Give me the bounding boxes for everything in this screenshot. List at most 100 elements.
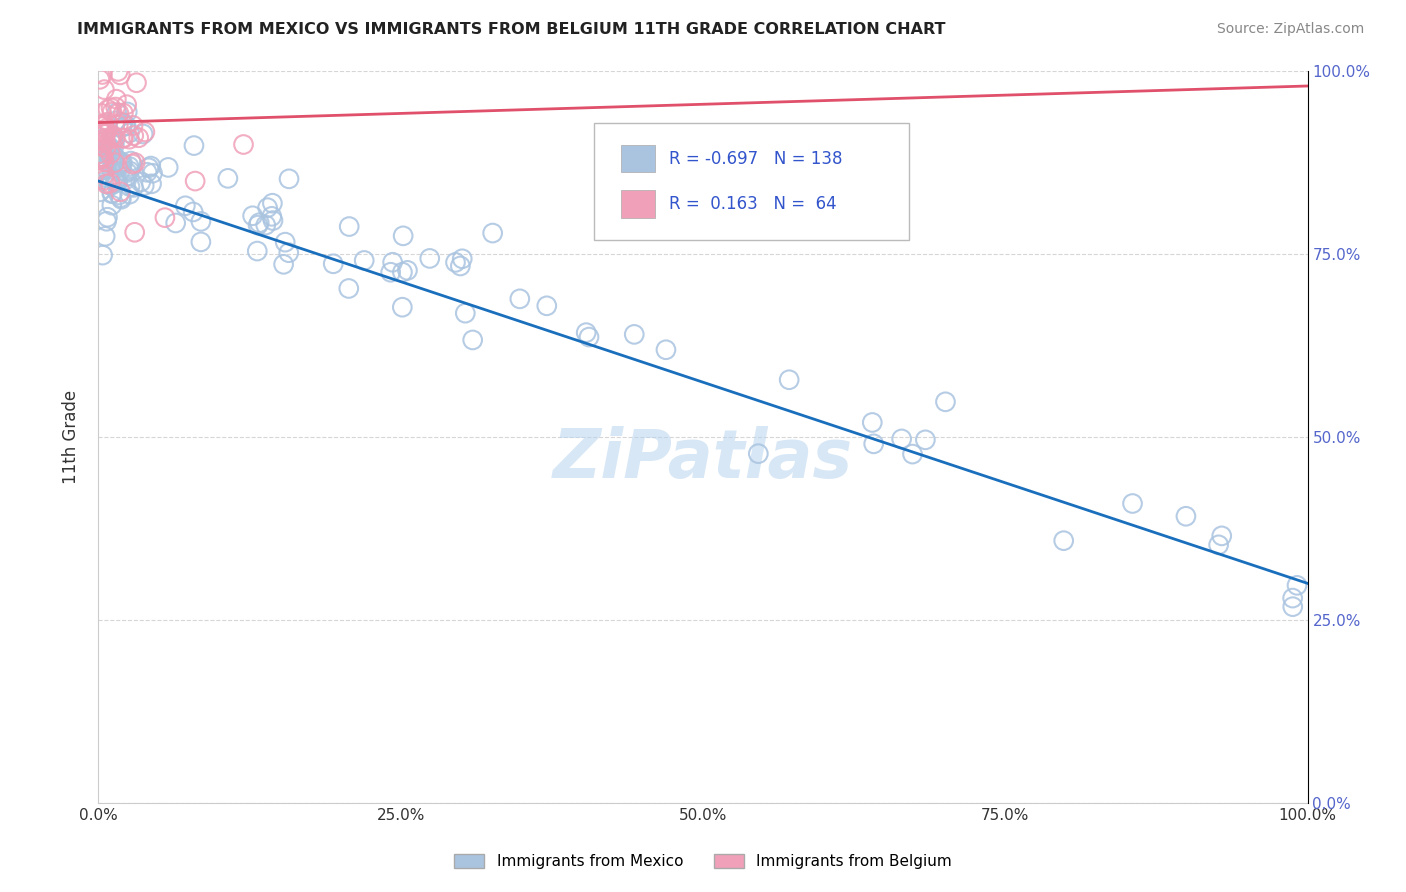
Point — [100, 142, 122, 156]
Point — [93, 169, 115, 184]
Point — [277, 245, 299, 260]
Point — [138, 161, 160, 175]
Point — [97, 145, 120, 160]
Point — [93, 82, 115, 96]
Point — [232, 137, 254, 152]
Point — [94, 134, 117, 148]
Point — [87, 146, 110, 161]
Point — [94, 122, 117, 136]
Point — [190, 214, 212, 228]
Point — [101, 129, 124, 144]
Point — [107, 153, 129, 168]
Point — [103, 134, 125, 148]
Point — [454, 306, 477, 320]
Point — [392, 228, 415, 243]
Point — [98, 139, 121, 153]
Point — [256, 201, 278, 215]
Point — [449, 259, 471, 273]
Text: IMMIGRANTS FROM MEXICO VS IMMIGRANTS FROM BELGIUM 11TH GRADE CORRELATION CHART: IMMIGRANTS FROM MEXICO VS IMMIGRANTS FRO… — [77, 22, 946, 37]
Text: Source: ZipAtlas.com: Source: ZipAtlas.com — [1216, 22, 1364, 37]
Point — [101, 128, 124, 143]
Point — [246, 244, 269, 258]
Point — [101, 105, 124, 120]
Point — [97, 154, 120, 169]
Point — [91, 248, 114, 262]
Bar — [621, 190, 655, 218]
Point — [115, 97, 138, 112]
Point — [509, 292, 531, 306]
Point — [337, 281, 360, 295]
Point — [89, 130, 111, 145]
Point — [103, 138, 125, 153]
Point — [101, 186, 124, 201]
Point — [93, 154, 115, 169]
Point — [94, 126, 117, 140]
Point — [481, 226, 503, 240]
Point — [890, 432, 912, 446]
Point — [934, 394, 956, 409]
Point — [115, 165, 138, 179]
Point — [110, 192, 132, 206]
Point — [96, 214, 118, 228]
Point — [337, 219, 360, 234]
Point — [118, 132, 141, 146]
Point — [105, 113, 128, 128]
Point — [91, 120, 114, 134]
Point — [1174, 509, 1197, 524]
Point — [90, 151, 112, 165]
Point — [118, 179, 141, 194]
Point — [862, 437, 884, 451]
Point — [90, 153, 112, 167]
Point — [112, 106, 135, 120]
Point — [111, 115, 134, 129]
Point — [118, 164, 141, 178]
Point — [97, 178, 120, 192]
Point — [90, 163, 112, 178]
Point — [100, 145, 122, 159]
Point — [105, 105, 128, 120]
Point — [105, 175, 128, 189]
Point — [90, 157, 112, 171]
Point — [91, 151, 114, 165]
Point — [89, 146, 111, 161]
Point — [157, 161, 180, 175]
Point — [91, 67, 114, 81]
Point — [96, 211, 118, 225]
Point — [94, 127, 117, 141]
Point — [247, 216, 270, 230]
Point — [91, 131, 114, 145]
Point — [108, 106, 131, 120]
Point — [110, 68, 132, 82]
Point — [107, 161, 129, 175]
Point — [901, 447, 924, 461]
Text: R =  0.163   N =  64: R = 0.163 N = 64 — [669, 194, 837, 212]
Point — [111, 158, 134, 172]
Point — [93, 162, 115, 177]
Point — [96, 153, 118, 167]
Point — [118, 126, 141, 140]
Point — [91, 139, 114, 153]
Point — [134, 125, 156, 139]
Point — [96, 142, 118, 156]
Point — [322, 257, 344, 271]
Point — [90, 150, 112, 164]
Point — [91, 134, 114, 148]
Point — [90, 160, 112, 174]
Point — [536, 299, 558, 313]
Point — [181, 205, 204, 219]
Point — [1208, 538, 1230, 552]
FancyBboxPatch shape — [595, 122, 908, 240]
Point — [128, 130, 150, 145]
Point — [94, 127, 117, 141]
Point — [91, 145, 114, 159]
Point — [89, 185, 111, 199]
Point — [278, 171, 301, 186]
Point — [125, 76, 148, 90]
Point — [90, 126, 112, 140]
Point — [89, 163, 111, 178]
Point — [89, 123, 111, 137]
Point — [93, 161, 115, 175]
Point — [122, 180, 145, 194]
Point — [101, 198, 124, 212]
Point — [190, 235, 212, 249]
